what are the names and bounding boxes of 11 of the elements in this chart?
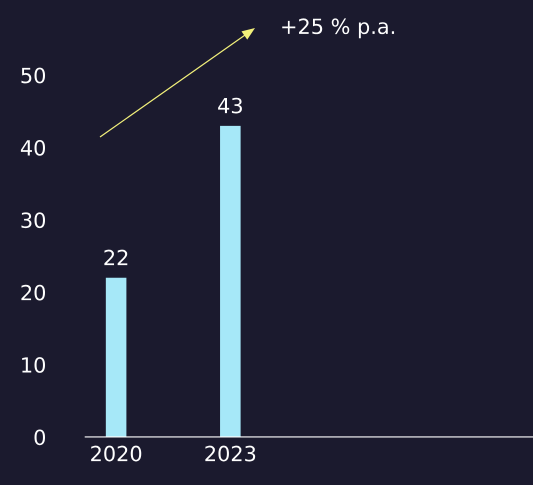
y-tick-label: 20 (21, 284, 46, 300)
text: +25 % p.a. (282, 18, 394, 38)
x-tick-label: 2020 (91, 446, 142, 462)
y-tick-label: 10 (22, 357, 46, 373)
data-label: 43 (218, 98, 242, 114)
y-tick-label: 30 (21, 212, 46, 228)
y-tick-label: 0 (34, 429, 46, 446)
y-tick-label: 50 (21, 68, 46, 84)
data-label: 22 (104, 250, 128, 266)
y-tick-label: 40 (20, 140, 46, 156)
x-tick-label: 2023 (205, 446, 256, 462)
